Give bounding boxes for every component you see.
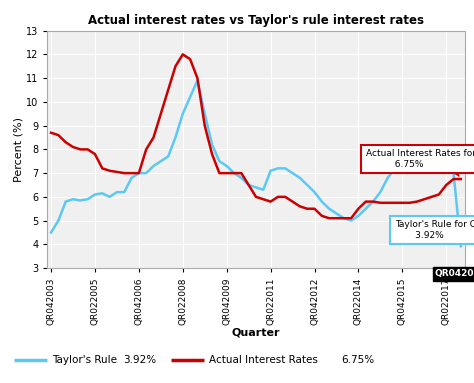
X-axis label: Quarter: Quarter bbox=[232, 327, 280, 337]
Text: QR042017: QR042017 bbox=[435, 269, 474, 278]
Text: Actual Interest Rates for QR042017:
          6.75%: Actual Interest Rates for QR042017: 6.75… bbox=[366, 149, 474, 176]
Y-axis label: Percent (%): Percent (%) bbox=[13, 117, 23, 182]
Text: Taylor's Rule for QR042017:
       3.92%: Taylor's Rule for QR042017: 3.92% bbox=[395, 220, 474, 245]
Text: 3.92%: 3.92% bbox=[123, 355, 156, 365]
Text: Taylor's Rule: Taylor's Rule bbox=[52, 355, 117, 365]
Title: Actual interest rates vs Taylor's rule interest rates: Actual interest rates vs Taylor's rule i… bbox=[88, 14, 424, 27]
Text: Actual Interest Rates: Actual Interest Rates bbox=[209, 355, 318, 365]
Text: 6.75%: 6.75% bbox=[341, 355, 374, 365]
